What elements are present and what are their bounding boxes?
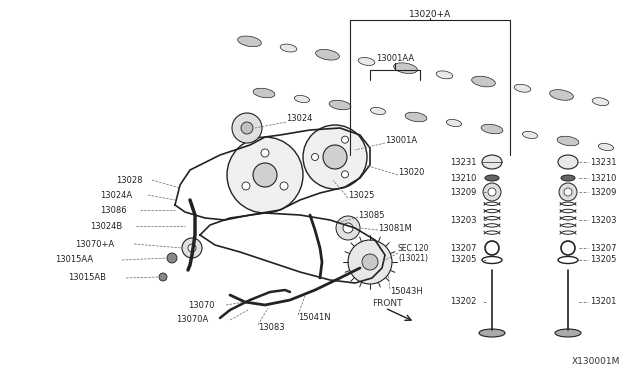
Ellipse shape	[394, 63, 417, 74]
Circle shape	[188, 244, 196, 252]
Text: 13015AB: 13015AB	[68, 273, 106, 282]
Text: 13024A: 13024A	[100, 190, 132, 199]
Circle shape	[253, 163, 277, 187]
Text: 13083: 13083	[258, 324, 285, 333]
Circle shape	[342, 171, 349, 178]
Ellipse shape	[481, 124, 503, 134]
Text: 13207: 13207	[450, 244, 477, 253]
Ellipse shape	[436, 71, 453, 79]
Text: 13205: 13205	[450, 256, 476, 264]
Text: SEC.120: SEC.120	[398, 244, 429, 253]
Text: 13210: 13210	[590, 173, 616, 183]
Text: 13205: 13205	[590, 256, 616, 264]
Ellipse shape	[358, 58, 375, 65]
Circle shape	[159, 273, 167, 281]
Text: 13070: 13070	[188, 301, 214, 310]
Text: 13203: 13203	[590, 215, 616, 224]
Text: 13025: 13025	[348, 190, 374, 199]
Circle shape	[232, 113, 262, 143]
Circle shape	[167, 253, 177, 263]
Text: 13209: 13209	[590, 187, 616, 196]
Ellipse shape	[280, 44, 297, 52]
Ellipse shape	[237, 36, 261, 46]
Text: 13015AA: 13015AA	[55, 256, 93, 264]
Circle shape	[559, 183, 577, 201]
Circle shape	[348, 240, 392, 284]
Circle shape	[323, 145, 347, 169]
Ellipse shape	[558, 155, 578, 169]
Ellipse shape	[316, 49, 339, 60]
Circle shape	[242, 182, 250, 190]
Ellipse shape	[405, 112, 427, 122]
Text: 13070+A: 13070+A	[75, 240, 114, 248]
Circle shape	[483, 183, 501, 201]
Text: 13001A: 13001A	[385, 135, 417, 144]
Text: 13202: 13202	[450, 298, 476, 307]
Text: 13028: 13028	[116, 176, 143, 185]
Text: X130001M: X130001M	[572, 357, 620, 366]
Text: 13020+A: 13020+A	[409, 10, 451, 19]
Text: 13081M: 13081M	[378, 224, 412, 232]
Circle shape	[343, 223, 353, 233]
Ellipse shape	[557, 136, 579, 146]
Text: 13209: 13209	[450, 187, 476, 196]
Ellipse shape	[522, 131, 538, 138]
Text: 13085: 13085	[358, 211, 385, 219]
Ellipse shape	[329, 100, 351, 110]
Text: FRONT: FRONT	[372, 298, 403, 308]
Ellipse shape	[514, 84, 531, 92]
Circle shape	[182, 238, 202, 258]
Ellipse shape	[294, 96, 310, 103]
Text: (13021): (13021)	[398, 253, 428, 263]
Text: 13203: 13203	[450, 215, 477, 224]
Text: 13231: 13231	[450, 157, 477, 167]
Ellipse shape	[479, 329, 505, 337]
Text: 13210: 13210	[450, 173, 476, 183]
Text: 15043H: 15043H	[390, 288, 423, 296]
Ellipse shape	[550, 90, 573, 100]
Ellipse shape	[485, 175, 499, 181]
Text: 13231: 13231	[590, 157, 616, 167]
Ellipse shape	[482, 155, 502, 169]
Text: 13024: 13024	[286, 113, 312, 122]
Text: 13207: 13207	[590, 244, 616, 253]
Ellipse shape	[592, 98, 609, 106]
Ellipse shape	[371, 108, 386, 115]
Text: 13001AA: 13001AA	[376, 54, 414, 62]
Circle shape	[241, 122, 253, 134]
Circle shape	[564, 188, 572, 196]
Ellipse shape	[253, 88, 275, 98]
Circle shape	[280, 182, 288, 190]
Circle shape	[336, 216, 360, 240]
Circle shape	[362, 254, 378, 270]
Ellipse shape	[561, 175, 575, 181]
Circle shape	[342, 136, 349, 143]
Ellipse shape	[598, 144, 614, 151]
Ellipse shape	[555, 329, 581, 337]
Ellipse shape	[472, 76, 495, 87]
Circle shape	[261, 149, 269, 157]
Circle shape	[227, 137, 303, 213]
Ellipse shape	[446, 119, 461, 126]
Circle shape	[312, 154, 319, 160]
Text: 13086: 13086	[100, 205, 127, 215]
Text: 13070A: 13070A	[176, 315, 208, 324]
Text: 13024B: 13024B	[90, 221, 122, 231]
Text: 15041N: 15041N	[298, 314, 331, 323]
Circle shape	[303, 125, 367, 189]
Text: 13020: 13020	[398, 167, 424, 176]
Circle shape	[488, 188, 496, 196]
Text: 13201: 13201	[590, 298, 616, 307]
